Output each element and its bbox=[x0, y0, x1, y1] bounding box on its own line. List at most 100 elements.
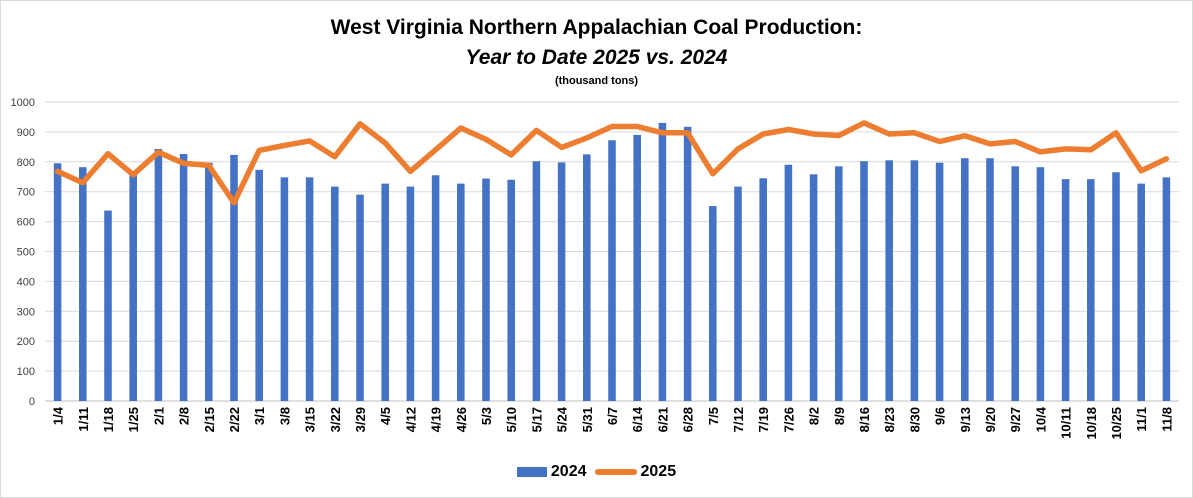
x-tick-label: 10/18 bbox=[1084, 407, 1099, 440]
title-block: West Virginia Northern Appalachian Coal … bbox=[1, 13, 1192, 89]
x-tick-label: 2/22 bbox=[227, 407, 242, 432]
legend-item-2025: 2025 bbox=[594, 463, 677, 481]
bar-2024 bbox=[759, 178, 767, 401]
bar-2024 bbox=[709, 206, 717, 401]
bar-2024 bbox=[885, 160, 893, 401]
x-tick-label: 2/15 bbox=[202, 407, 217, 432]
x-tick-label: 7/12 bbox=[731, 407, 746, 432]
x-tick-label: 4/26 bbox=[454, 407, 469, 432]
bar-2024 bbox=[910, 160, 919, 401]
bar-2024 bbox=[356, 194, 364, 401]
bar-2024 bbox=[935, 162, 944, 401]
bar-2024 bbox=[835, 166, 843, 401]
bar-2024 bbox=[129, 171, 137, 401]
x-tick-label: 9/20 bbox=[983, 407, 998, 432]
x-tick-label: 3/29 bbox=[353, 407, 368, 432]
x-tick-label: 7/19 bbox=[756, 407, 771, 432]
y-tick-label: 400 bbox=[17, 276, 35, 288]
x-tick-label: 8/16 bbox=[857, 407, 872, 432]
y-tick-label: 700 bbox=[17, 187, 35, 199]
bar-2024 bbox=[507, 179, 515, 401]
bar-2024 bbox=[280, 177, 289, 401]
bar-2024 bbox=[1036, 167, 1045, 401]
bar-2024 bbox=[457, 183, 465, 401]
x-tick-label: 6/21 bbox=[655, 407, 670, 432]
y-tick-label: 1000 bbox=[11, 97, 35, 109]
line-2025 bbox=[54, 120, 1170, 206]
x-tick-label: 6/7 bbox=[605, 407, 620, 425]
y-tick-label: 100 bbox=[17, 366, 35, 378]
x-tick-label: 7/26 bbox=[781, 407, 796, 432]
x-tick-label: 3/8 bbox=[277, 407, 292, 425]
x-tick-label: 8/30 bbox=[907, 407, 922, 432]
bar-2024 bbox=[557, 162, 566, 401]
bar-2024 bbox=[1112, 172, 1120, 401]
y-tick-label: 900 bbox=[17, 127, 35, 139]
x-tick-label: 1/25 bbox=[126, 407, 141, 432]
y-tick-label: 300 bbox=[17, 306, 35, 318]
x-tick-label: 11/8 bbox=[1159, 407, 1174, 432]
x-tick-label: 4/19 bbox=[429, 407, 444, 432]
bar-2024 bbox=[331, 186, 339, 401]
x-tick-label: 3/15 bbox=[303, 407, 318, 432]
x-tick-label: 6/28 bbox=[681, 407, 696, 432]
bar-2024 bbox=[305, 177, 314, 401]
bar-2024 bbox=[230, 154, 238, 401]
bar-2024 bbox=[1162, 177, 1171, 401]
x-tick-label: 5/17 bbox=[529, 407, 544, 432]
bar-2024 bbox=[482, 178, 490, 401]
x-tick-label: 3/1 bbox=[252, 407, 267, 425]
x-tick-label: 8/9 bbox=[832, 407, 847, 425]
bar-2024 bbox=[255, 169, 263, 401]
x-tick-label: 5/10 bbox=[504, 407, 519, 432]
chart-title: West Virginia Northern Appalachian Coal … bbox=[330, 16, 863, 39]
legend-label-2025: 2025 bbox=[640, 463, 677, 480]
legend-swatch-2024 bbox=[516, 467, 547, 477]
x-tick-label: 5/3 bbox=[479, 407, 494, 425]
bar-2024 bbox=[381, 183, 389, 401]
x-tick-label: 1/18 bbox=[101, 407, 116, 432]
x-tick-label: 9/27 bbox=[1008, 407, 1023, 432]
legend: 2024 2025 bbox=[1, 463, 1192, 481]
bar-2024 bbox=[683, 126, 692, 401]
x-tick-label: 4/12 bbox=[403, 407, 418, 432]
x-tick-label: 5/24 bbox=[555, 406, 570, 432]
bar-2024 bbox=[809, 174, 818, 401]
bar-2024 bbox=[961, 158, 969, 401]
x-tick-label: 10/11 bbox=[1059, 407, 1074, 439]
bar-2024 bbox=[1061, 179, 1070, 401]
y-tick-label: 500 bbox=[17, 247, 35, 259]
x-tick-label: 5/31 bbox=[580, 407, 595, 432]
x-tick-label: 1/4 bbox=[51, 406, 66, 425]
legend-label-2024: 2024 bbox=[550, 463, 587, 480]
bar-2024 bbox=[406, 186, 415, 401]
bar-2024 bbox=[784, 164, 793, 401]
y-tick-label: 600 bbox=[17, 217, 35, 229]
bar-2024 bbox=[53, 163, 62, 401]
x-tick-label: 10/4 bbox=[1033, 406, 1048, 432]
bar-2024 bbox=[860, 161, 868, 401]
x-tick-label: 8/2 bbox=[807, 407, 822, 425]
bar-2024 bbox=[734, 186, 742, 401]
x-tick-label: 4/5 bbox=[378, 407, 393, 425]
bar-2024 bbox=[431, 175, 440, 401]
x-tick-label: 8/23 bbox=[882, 407, 897, 432]
bar-2024 bbox=[104, 210, 112, 401]
x-tick-label: 3/22 bbox=[328, 407, 343, 432]
x-tick-label: 10/25 bbox=[1109, 407, 1124, 440]
x-tick-label: 2/8 bbox=[177, 407, 192, 425]
bar-2024 bbox=[79, 167, 87, 401]
chart-subtitle: Year to Date 2025 vs. 2024 bbox=[465, 46, 728, 69]
bar-2024 bbox=[633, 134, 641, 401]
y-tick-label: 0 bbox=[29, 396, 35, 408]
y-tick-label: 800 bbox=[17, 157, 35, 169]
legend-item-2024: 2024 bbox=[516, 463, 587, 481]
x-tick-label: 7/5 bbox=[706, 407, 721, 425]
bar-2024 bbox=[154, 148, 163, 401]
y-tick-label: 200 bbox=[17, 336, 35, 348]
bar-2024 bbox=[608, 140, 616, 401]
chart-units: (thousand tons) bbox=[554, 75, 639, 87]
bar-2024 bbox=[1137, 183, 1145, 401]
